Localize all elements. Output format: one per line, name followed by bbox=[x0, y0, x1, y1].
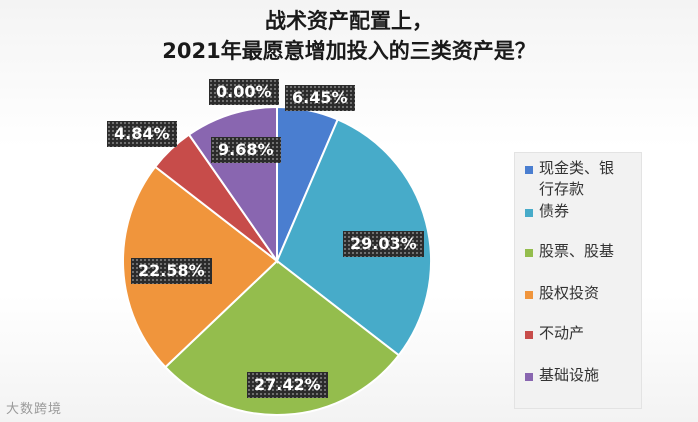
legend-swatch-realestate bbox=[525, 331, 533, 339]
data-label-realestate: 4.84% bbox=[107, 121, 177, 147]
chart-legend: 现金类、银 行存款 债券 股票、股基 股权投资 不动产 基础设施 bbox=[514, 152, 642, 409]
legend-label-stocks: 股票、股基 bbox=[539, 242, 615, 260]
legend-swatch-equity bbox=[525, 291, 533, 299]
legend-label-cash: 现金类、银 行存款 bbox=[539, 159, 615, 198]
data-label-infra: 9.68% bbox=[211, 137, 281, 163]
legend-label-infra: 基础设施 bbox=[539, 366, 600, 384]
data-label-cash: 6.45% bbox=[285, 85, 355, 111]
chart-title-line2: 2021年最愿意增加投入的三类资产是？ bbox=[162, 39, 536, 63]
legend-swatch-infra bbox=[525, 373, 533, 381]
data-label-zero: 0.00% bbox=[209, 79, 279, 105]
watermark-logo: 大数跨境 bbox=[6, 402, 63, 417]
legend-label-realestate: 不动产 bbox=[539, 324, 585, 342]
legend-swatch-stocks bbox=[525, 249, 533, 257]
legend-label-equity: 股权投资 bbox=[539, 284, 600, 302]
data-label-stocks: 27.42% bbox=[247, 372, 328, 398]
legend-swatch-bonds bbox=[525, 209, 533, 217]
data-label-equity: 22.58% bbox=[131, 258, 212, 284]
legend-label-bonds: 债券 bbox=[539, 202, 570, 220]
data-label-bonds: 29.03% bbox=[343, 231, 424, 257]
pie-slice-stocks bbox=[163, 259, 401, 416]
chart-title-line1: 战术资产配置上， bbox=[265, 9, 433, 33]
legend-swatch-cash bbox=[525, 166, 533, 174]
